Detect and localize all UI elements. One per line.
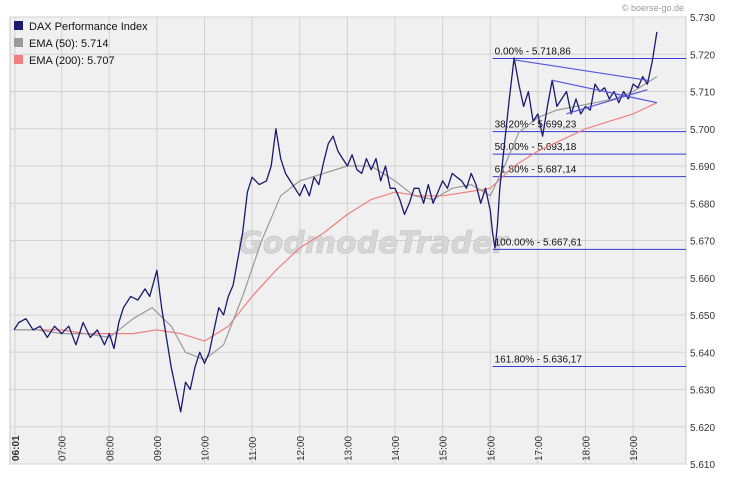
trendline (566, 89, 648, 115)
source-label: © boerse-go.de (622, 3, 684, 13)
series-lines (13, 31, 658, 413)
y-tick-label: 5.620 (690, 423, 715, 434)
grid (10, 16, 686, 465)
legend-swatch-ema200 (14, 55, 23, 64)
y-tick-label: 5.720 (690, 50, 715, 61)
watermark: GodmodeTrader (238, 226, 509, 261)
x-axis: 06:01 07:00 08:00 09:00 10:00 11:00 12:00 13:00… (11, 435, 640, 461)
legend-swatch-dax (14, 21, 23, 30)
x-tick-label: 14:00 (391, 436, 402, 461)
y-tick-label: 5.610 (690, 460, 715, 471)
y-tick-label: 5.650 (690, 311, 715, 322)
y-tick-label: 5.730 (690, 13, 715, 24)
series-line (14, 102, 658, 342)
legend: DAX Performance Index EMA (50): 5.714 EM… (14, 21, 148, 67)
fibonacci-levels: 0.00% - 5.718,86 38.20% - 5.699,23 50.00% … (492, 46, 686, 368)
trendline (552, 79, 658, 104)
x-tick-label: 07:00 (58, 436, 69, 461)
legend-label-ema50: EMA (50): 5.714 (29, 38, 109, 50)
fib-label: 0.00% - 5.718,86 (495, 46, 572, 57)
y-tick-label: 5.630 (690, 386, 715, 397)
x-tick-label: 17:00 (534, 436, 545, 461)
legend-label-dax: DAX Performance Index (29, 21, 148, 33)
trendlines (513, 59, 658, 115)
y-tick-label: 5.690 (690, 162, 715, 173)
y-tick-label: 5.710 (690, 88, 715, 99)
fib-label: 38.20% - 5.699,23 (495, 120, 577, 131)
x-tick-label: 15:00 (439, 436, 450, 461)
x-tick-label: 06:01 (11, 435, 22, 461)
legend-swatch-ema50 (14, 38, 23, 47)
x-tick-label: 18:00 (582, 436, 593, 461)
x-tick-label: 12:00 (296, 436, 307, 461)
legend-label-ema200: EMA (200): 5.707 (29, 55, 115, 67)
x-tick-label: 11:00 (248, 436, 259, 461)
series-line (13, 31, 658, 413)
y-axis: 5.610 5.620 5.630 5.640 5.650 5.660 5.670 5.680… (690, 13, 715, 471)
y-tick-label: 5.640 (690, 348, 715, 359)
trendline (513, 59, 648, 81)
y-tick-label: 5.700 (690, 125, 715, 136)
y-tick-label: 5.680 (690, 199, 715, 210)
x-tick-label: 09:00 (153, 436, 164, 461)
y-tick-label: 5.660 (690, 274, 715, 285)
x-tick-label: 19:00 (629, 436, 640, 461)
fib-label: 161.80% - 5.636,17 (495, 355, 583, 366)
fib-label: 50.00% - 5.693,18 (495, 142, 577, 153)
fib-label: 61.80% - 5.687,14 (495, 165, 577, 176)
x-tick-label: 16:00 (486, 436, 497, 461)
y-tick-label: 5.670 (690, 237, 715, 248)
fib-label: 100.00% - 5.667,61 (495, 237, 583, 248)
x-tick-label: 13:00 (343, 436, 354, 461)
x-tick-label: 08:00 (105, 436, 116, 461)
x-tick-label: 10:00 (201, 436, 212, 461)
